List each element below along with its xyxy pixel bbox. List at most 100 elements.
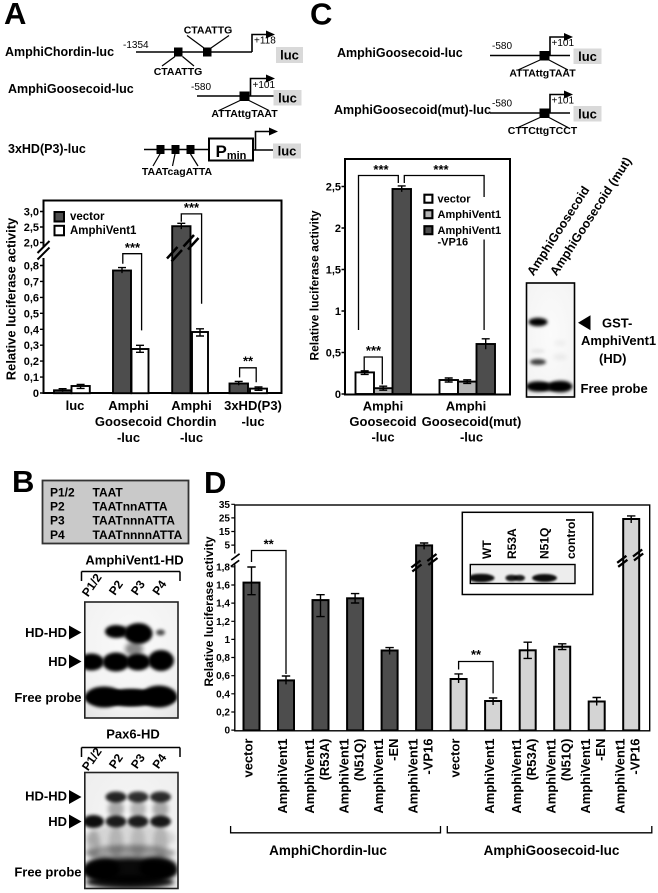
svg-text:***: ***: [373, 162, 389, 177]
svg-text:+101: +101: [552, 38, 575, 49]
svg-text:P2: P2: [106, 577, 126, 597]
svg-text:GST-: GST-: [602, 316, 632, 331]
svg-text:HD: HD: [48, 654, 67, 669]
svg-text:AmphiVent1: AmphiVent1: [544, 739, 559, 814]
svg-text:-luc: -luc: [180, 430, 203, 445]
svg-text:0,6: 0,6: [24, 292, 39, 304]
svg-text:Amphi: Amphi: [108, 398, 148, 413]
svg-text:(R53A): (R53A): [317, 739, 332, 781]
svg-text:luc: luc: [578, 107, 597, 122]
svg-text:(HD): (HD): [599, 351, 626, 366]
svg-text:vector: vector: [448, 739, 463, 778]
svg-text:luc: luc: [278, 144, 297, 159]
svg-text:0,6: 0,6: [216, 671, 230, 682]
svg-text:TAATnnnATTA: TAATnnnATTA: [93, 514, 176, 528]
svg-text:C: C: [310, 0, 332, 32]
svg-text:-luc: -luc: [371, 430, 394, 445]
svg-text:Goosecoid(mut): Goosecoid(mut): [422, 414, 522, 429]
svg-text:P2: P2: [106, 751, 126, 771]
svg-text:AmphiVent1: AmphiVent1: [509, 739, 524, 814]
svg-text:P3: P3: [128, 751, 148, 771]
svg-text:0,2: 0,2: [24, 356, 39, 368]
svg-text:luc: luc: [278, 91, 297, 106]
svg-text:CTTCttgTCCT: CTTCttgTCCT: [508, 125, 578, 137]
svg-text:Goosecoid: Goosecoid: [349, 414, 416, 429]
svg-text:AmphiVent1: AmphiVent1: [438, 225, 502, 237]
svg-text:AmphiVent1: AmphiVent1: [371, 739, 386, 814]
svg-text:HD-HD: HD-HD: [25, 789, 67, 804]
svg-text:(R53A): (R53A): [524, 739, 539, 781]
svg-text:P4: P4: [149, 577, 169, 597]
svg-text:1: 1: [224, 635, 230, 646]
svg-text:**: **: [243, 354, 254, 369]
svg-text:3xHD(P3)-luc: 3xHD(P3)-luc: [8, 142, 86, 156]
svg-text:P1/2: P1/2: [79, 745, 105, 774]
svg-text:Amphi: Amphi: [446, 399, 486, 414]
svg-text:0,2: 0,2: [216, 707, 230, 718]
svg-text:0,8: 0,8: [24, 261, 39, 273]
svg-text:AmphiVent1: AmphiVent1: [70, 225, 137, 237]
svg-text:2: 2: [335, 223, 341, 235]
svg-text:1,6: 1,6: [216, 581, 230, 592]
svg-text:2,0: 2,0: [24, 238, 39, 250]
svg-text:Goosecoid: Goosecoid: [95, 414, 162, 429]
svg-text:-580: -580: [492, 99, 512, 110]
svg-text:Chordin: Chordin: [167, 414, 217, 429]
svg-text:1: 1: [335, 306, 341, 318]
svg-text:AmphiGoosecoid-luc: AmphiGoosecoid-luc: [337, 46, 463, 60]
svg-text:0,4: 0,4: [216, 689, 230, 700]
svg-text:-luc: -luc: [241, 414, 264, 429]
svg-text:1,4: 1,4: [216, 599, 230, 610]
svg-text:vector: vector: [70, 211, 105, 223]
svg-text:B: B: [12, 464, 34, 499]
svg-text:AmphiGoosecoid-luc: AmphiGoosecoid-luc: [8, 82, 134, 96]
svg-text:+101: +101: [253, 80, 276, 91]
svg-text:-580: -580: [191, 82, 211, 93]
svg-text:P3: P3: [128, 577, 148, 597]
svg-text:0: 0: [224, 726, 230, 737]
svg-text:AmphiVent1-HD: AmphiVent1-HD: [85, 553, 183, 568]
svg-text:Free probe: Free probe: [14, 690, 81, 705]
svg-text:vector: vector: [438, 193, 472, 205]
svg-text:(N51Q): (N51Q): [352, 739, 367, 782]
svg-text:AmphiVent1: AmphiVent1: [302, 739, 317, 814]
svg-text:2,5: 2,5: [326, 182, 341, 194]
svg-text:AmphiVent1: AmphiVent1: [337, 739, 352, 814]
svg-text:-luc: -luc: [117, 430, 140, 445]
svg-text:HD-HD: HD-HD: [25, 625, 67, 640]
svg-text:Amphi: Amphi: [363, 399, 403, 414]
svg-text:-VP16: -VP16: [628, 739, 643, 775]
svg-text:5: 5: [224, 541, 230, 552]
svg-text:**: **: [264, 537, 275, 552]
svg-text:***: ***: [433, 162, 449, 177]
svg-text:0,3: 0,3: [24, 340, 39, 352]
svg-text:TAATnnnnATTA: TAATnnnnATTA: [93, 528, 183, 542]
svg-text:WT: WT: [480, 540, 494, 559]
svg-text:A: A: [4, 0, 26, 31]
svg-text:-EN: -EN: [593, 739, 608, 761]
svg-text:luc: luc: [280, 48, 299, 63]
svg-text:Relative luciferase activity: Relative luciferase activity: [308, 210, 322, 360]
svg-text:R53A: R53A: [505, 528, 519, 559]
svg-text:AmphiVent1: AmphiVent1: [581, 333, 656, 348]
svg-text:ATTAttgTAAT: ATTAttgTAAT: [509, 68, 576, 80]
svg-text:luc: luc: [578, 49, 597, 64]
svg-text:0,7: 0,7: [24, 276, 39, 288]
svg-text:AmphiVent1: AmphiVent1: [275, 739, 290, 814]
svg-text:**: **: [471, 647, 482, 662]
svg-text:AmphiChordin-luc: AmphiChordin-luc: [5, 45, 114, 59]
svg-text:0,5: 0,5: [24, 308, 39, 320]
svg-text:ATTAttgTAAT: ATTAttgTAAT: [211, 108, 278, 120]
svg-text:AmphiVent1: AmphiVent1: [406, 739, 421, 814]
svg-text:-580: -580: [492, 41, 512, 52]
svg-text:CTAATTG: CTAATTG: [154, 66, 203, 78]
svg-text:AmphiVent1: AmphiVent1: [613, 739, 628, 814]
svg-text:AmphiVent1: AmphiVent1: [578, 739, 593, 814]
svg-text:N51Q: N51Q: [538, 528, 552, 559]
svg-text:P1/2: P1/2: [79, 571, 105, 600]
svg-text:1,2: 1,2: [216, 617, 230, 628]
svg-text:(N51Q): (N51Q): [559, 739, 574, 782]
svg-text:luc: luc: [66, 398, 85, 413]
svg-text:25: 25: [219, 513, 231, 524]
svg-text:***: ***: [125, 240, 141, 255]
